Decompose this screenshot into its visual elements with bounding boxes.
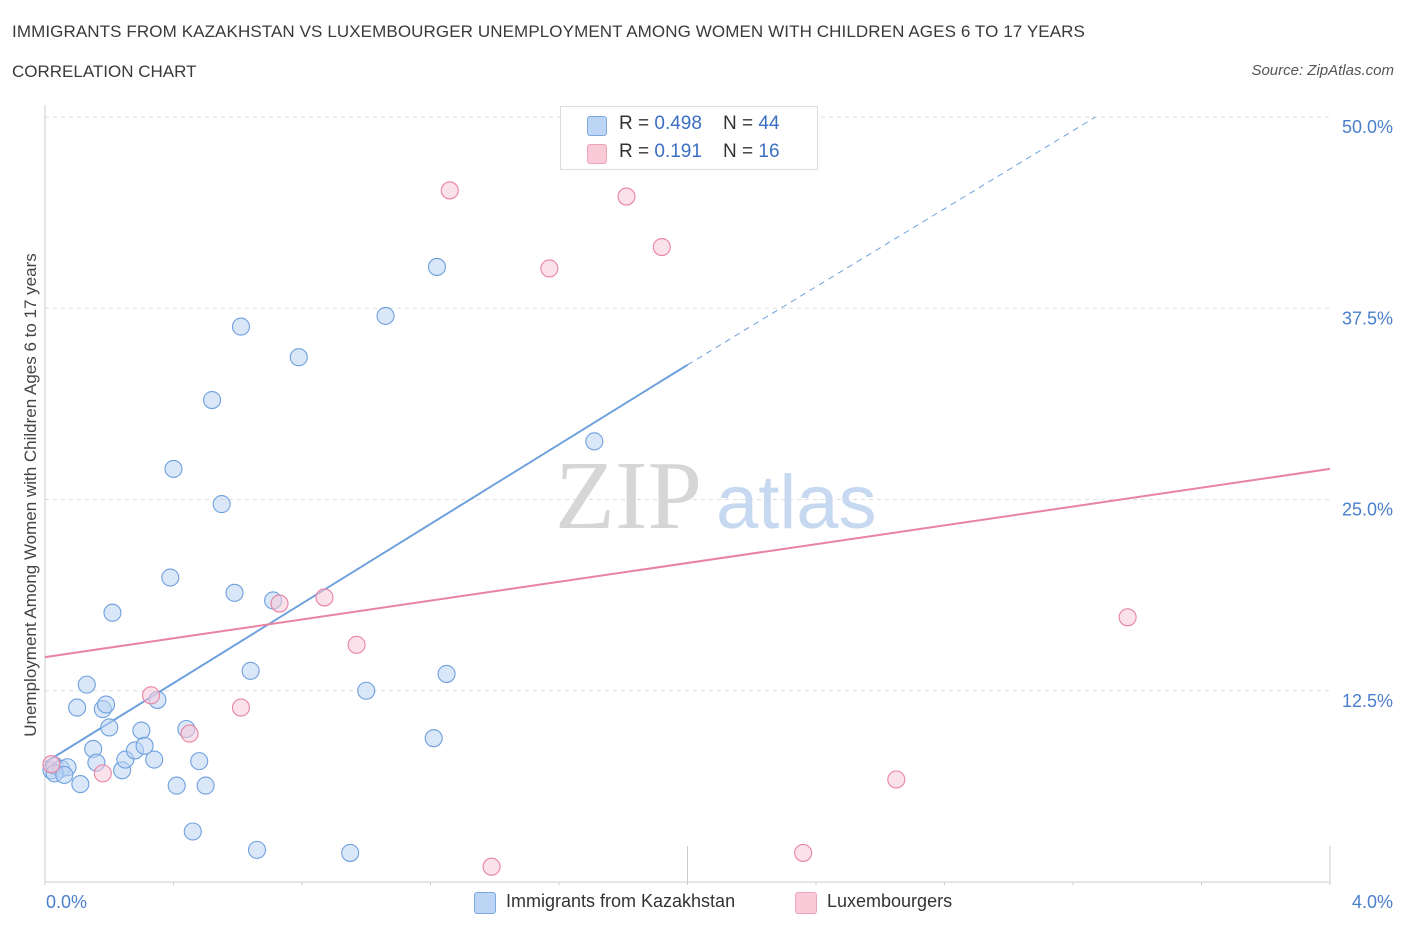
legend-n-value: 44 bbox=[758, 113, 780, 134]
legend-swatch-luxembourgers bbox=[795, 892, 817, 914]
legend-label-kazakhstan: Immigrants from Kazakhstan bbox=[506, 891, 736, 911]
data-point-series-1 bbox=[93, 764, 112, 783]
data-point-series-0 bbox=[100, 718, 119, 737]
trend-lines bbox=[44, 116, 1331, 764]
trend-line-1 bbox=[44, 467, 1331, 659]
data-point-series-1 bbox=[270, 594, 289, 613]
data-point-series-0 bbox=[225, 583, 244, 602]
y-tick-label: 25.0% bbox=[1342, 500, 1393, 520]
legend-r-label: R = bbox=[619, 141, 655, 162]
data-point-series-0 bbox=[68, 698, 87, 717]
data-point-series-0 bbox=[231, 317, 251, 336]
data-point-series-0 bbox=[145, 750, 164, 769]
data-point-series-0 bbox=[167, 776, 186, 795]
legend-n-label: N = bbox=[723, 141, 759, 162]
data-point-series-0 bbox=[164, 459, 183, 478]
source-note: Source: ZipAtlas.com bbox=[1251, 62, 1394, 79]
data-point-series-0 bbox=[71, 775, 90, 794]
data-point-series-1 bbox=[617, 187, 636, 206]
trend-extension-0 bbox=[687, 116, 1096, 366]
data-point-series-0 bbox=[132, 721, 151, 740]
trend-line-0 bbox=[44, 364, 689, 764]
data-point-series-0 bbox=[96, 695, 116, 714]
data-point-series-1 bbox=[440, 181, 459, 200]
chart-subtitle: CORRELATION CHART bbox=[12, 62, 197, 81]
data-point-series-1 bbox=[141, 686, 161, 705]
data-point-series-0 bbox=[376, 306, 395, 325]
data-point-series-0 bbox=[289, 348, 308, 367]
data-point-series-1 bbox=[180, 724, 199, 743]
x-tick-label-min: 0.0% bbox=[46, 892, 87, 912]
correlation-legend: R = 0.498 N = 44 R = 0.191 N = 16 bbox=[560, 106, 818, 170]
watermark: ZIP atlas bbox=[555, 442, 877, 550]
y-tick-label: 37.5% bbox=[1342, 308, 1393, 328]
data-point-series-1 bbox=[794, 843, 813, 862]
data-point-series-1 bbox=[887, 770, 906, 789]
legend-swatch-kazakhstan bbox=[587, 116, 607, 136]
data-point-series-0 bbox=[190, 752, 209, 771]
x-tick-label-max: 4.0% bbox=[1352, 892, 1393, 912]
data-point-series-0 bbox=[55, 765, 74, 784]
data-point-series-1 bbox=[315, 588, 334, 607]
data-point-series-0 bbox=[241, 661, 260, 680]
data-point-series-0 bbox=[203, 390, 222, 410]
legend-swatch-kazakhstan bbox=[474, 892, 496, 914]
data-point-series-0 bbox=[212, 495, 231, 514]
y-tick-label: 50.0% bbox=[1342, 117, 1393, 137]
legend-r-label: R = bbox=[619, 113, 655, 134]
data-points bbox=[42, 181, 1137, 876]
tick-labels: 12.5% 25.0% 37.5% 50.0% 0.0% 4.0% bbox=[46, 117, 1393, 912]
data-point-series-1 bbox=[482, 857, 501, 876]
data-point-series-1 bbox=[42, 755, 61, 774]
data-point-series-0 bbox=[247, 840, 267, 859]
data-point-series-0 bbox=[77, 675, 96, 694]
data-point-series-0 bbox=[103, 603, 122, 622]
data-point-series-0 bbox=[427, 257, 446, 276]
data-point-series-0 bbox=[424, 729, 443, 748]
data-point-series-0 bbox=[437, 664, 456, 683]
data-point-series-1 bbox=[347, 635, 366, 654]
y-tick-label: 12.5% bbox=[1342, 691, 1393, 711]
legend-r-value: 0.498 bbox=[654, 113, 702, 134]
data-point-series-0 bbox=[135, 736, 154, 755]
data-point-series-1 bbox=[231, 698, 251, 717]
gridlines bbox=[45, 116, 1330, 692]
data-point-series-1 bbox=[1118, 608, 1137, 627]
legend-label-luxembourgers: Luxembourgers bbox=[827, 891, 953, 911]
chart-title: IMMIGRANTS FROM KAZAKHSTAN VS LUXEMBOURG… bbox=[12, 22, 1085, 41]
y-axis-label: Unemployment Among Women with Children A… bbox=[21, 253, 40, 737]
data-point-series-1 bbox=[540, 259, 559, 278]
legend-swatch-luxembourgers bbox=[587, 144, 607, 164]
legend-n-value: 16 bbox=[758, 141, 780, 162]
data-point-series-0 bbox=[183, 822, 202, 841]
data-point-series-0 bbox=[357, 681, 376, 700]
legend-r-value: 0.191 bbox=[654, 141, 702, 162]
axes bbox=[44, 105, 1331, 885]
watermark-atlas: atlas bbox=[716, 460, 877, 545]
data-point-series-0 bbox=[196, 776, 215, 795]
legend-n-label: N = bbox=[723, 113, 759, 134]
watermark-zip: ZIP bbox=[555, 442, 702, 550]
data-point-series-0 bbox=[161, 568, 180, 587]
data-point-series-1 bbox=[652, 238, 671, 257]
data-point-series-0 bbox=[341, 843, 360, 862]
data-point-series-0 bbox=[585, 432, 604, 451]
